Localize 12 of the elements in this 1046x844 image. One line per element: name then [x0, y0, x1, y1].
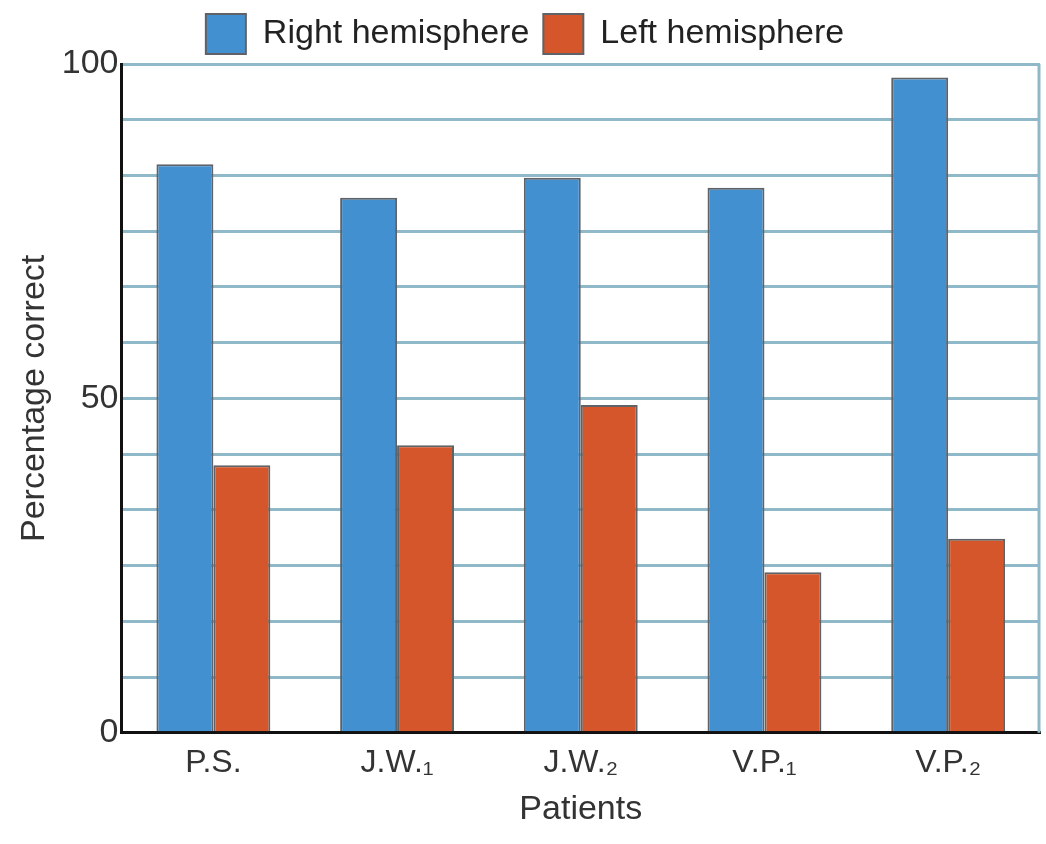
y-tick-label: 50 [80, 376, 119, 415]
legend-label: Right hemisphere [262, 12, 530, 51]
x-axis-title: Patients [519, 787, 643, 826]
y-tick-label: 100 [61, 42, 119, 81]
x-tick-label: J.W.₂ [543, 742, 619, 779]
x-tick-label: V.P.₂ [915, 742, 982, 779]
x-tick-label: J.W.₁ [360, 742, 434, 779]
legend-label: Left hemisphere [600, 12, 845, 51]
x-tick-label: P.S. [185, 742, 242, 779]
y-tick-label: 0 [99, 711, 119, 750]
x-tick-label: V.P.₁ [732, 742, 797, 779]
y-axis-title: Percentage correct [12, 254, 51, 543]
